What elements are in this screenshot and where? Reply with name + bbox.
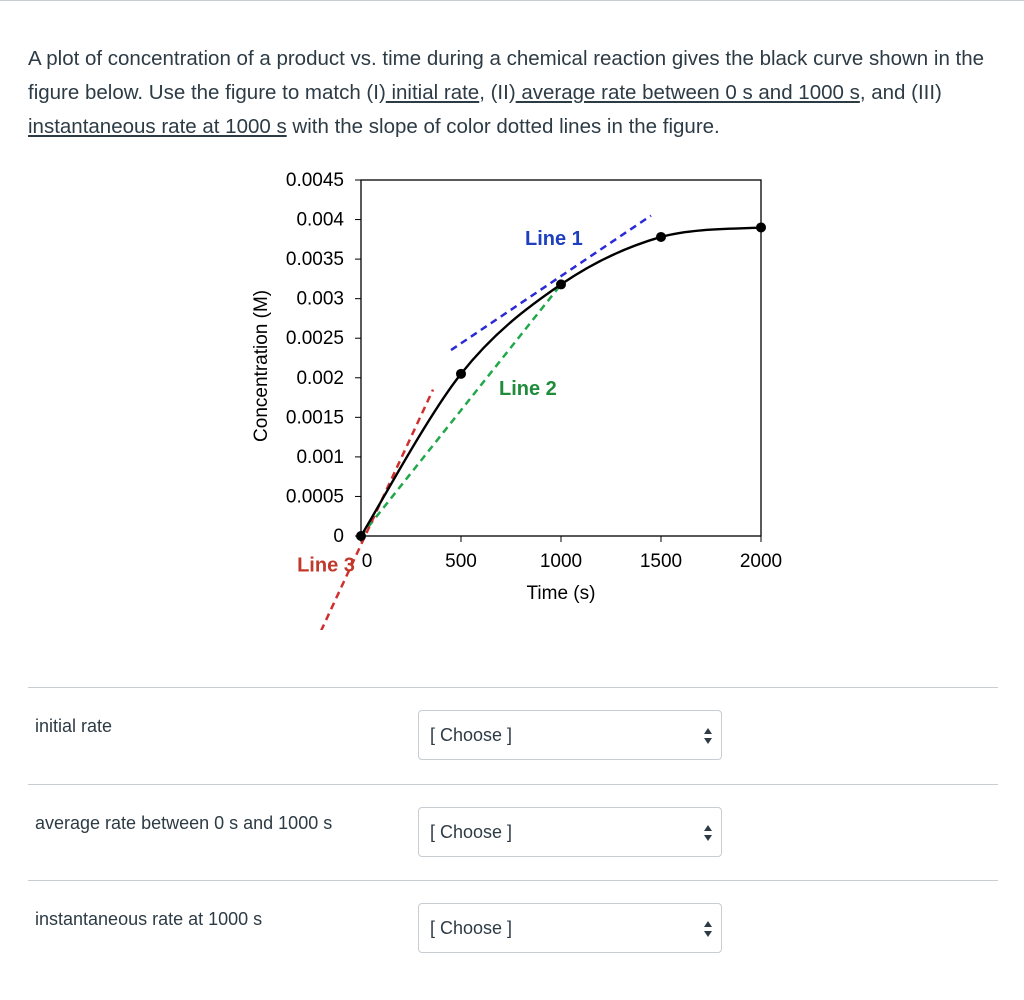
- data-curve: [359, 226, 762, 537]
- initial-rate-link: initial rate: [385, 81, 480, 104]
- select-value: [ Choose ]: [430, 822, 513, 842]
- annotation-label-1: Line 1: [525, 228, 583, 250]
- match-row-average-rate: average rate between 0 s and 1000 s [ Ch…: [28, 784, 998, 881]
- select-value: [ Choose ]: [430, 918, 513, 938]
- data-point: [556, 279, 566, 290]
- y-tick-label: 0: [333, 526, 344, 547]
- y-axis-label: Concentration (M): [251, 290, 272, 442]
- chart-svg: 0 0.0005 0.001 0.0015 0.002 0.0025 0.003 0.0035…: [251, 170, 782, 632]
- annotation-label-3: Line 3: [297, 555, 355, 577]
- y-tick-label: 0.002: [296, 368, 344, 389]
- y-tick-label: 0.0025: [286, 328, 344, 349]
- concentration-time-figure: 0 0.0005 0.001 0.0015 0.002 0.0025 0.003 0.0035…: [230, 160, 800, 635]
- x-axis-label: Time (s): [527, 583, 596, 604]
- y-tick-label: 0.001: [296, 447, 344, 468]
- y-tick-label: 0.004: [296, 210, 344, 231]
- match-label: instantaneous rate at 1000 s: [35, 909, 263, 929]
- rate-select-dropdown[interactable]: [ Choose ]: [418, 710, 722, 760]
- x-tick-label: 500: [445, 551, 477, 572]
- x-tick-label: 0: [362, 551, 373, 572]
- rate-select-dropdown[interactable]: [ Choose ]: [418, 903, 722, 953]
- match-label: initial rate: [35, 716, 113, 736]
- rate-select-dropdown[interactable]: [ Choose ]: [418, 807, 722, 857]
- match-row-initial-rate: initial rate [ Choose ]: [28, 687, 998, 784]
- annotation-label-2: Line 2: [499, 378, 557, 400]
- top-divider: [0, 0, 1024, 1]
- updown-arrow-icon: [704, 728, 712, 744]
- updown-arrow-icon: [704, 825, 712, 841]
- y-tick-label: 0.0045: [286, 170, 344, 191]
- annotation-line-1: [450, 214, 652, 352]
- annotation-line-2: [360, 283, 562, 537]
- question-text: A plot of concentration of a product vs.…: [28, 47, 985, 138]
- updown-arrow-icon: [704, 921, 712, 937]
- x-tick-label: 1000: [540, 551, 582, 572]
- x-tick-label: 2000: [740, 551, 782, 572]
- data-point: [456, 368, 466, 379]
- y-tick-label: 0.003: [296, 289, 344, 310]
- instantaneous-rate-link: instantaneous rate at 1000 s: [28, 115, 287, 138]
- data-point: [756, 222, 766, 233]
- x-tick-label: 1500: [640, 551, 682, 572]
- data-point: [656, 231, 666, 242]
- y-tick-label: 0.0035: [286, 249, 344, 270]
- data-point: [356, 531, 366, 541]
- select-value: [ Choose ]: [430, 725, 513, 745]
- average-rate-link: average rate between 0 s and 1000 s: [515, 81, 860, 104]
- match-row-instantaneous-rate: instantaneous rate at 1000 s [ Choose ]: [28, 880, 998, 977]
- y-tick-label: 0.0005: [286, 486, 344, 507]
- y-tick-label: 0.0015: [286, 407, 344, 428]
- match-label: average rate between 0 s and 1000 s: [35, 813, 333, 833]
